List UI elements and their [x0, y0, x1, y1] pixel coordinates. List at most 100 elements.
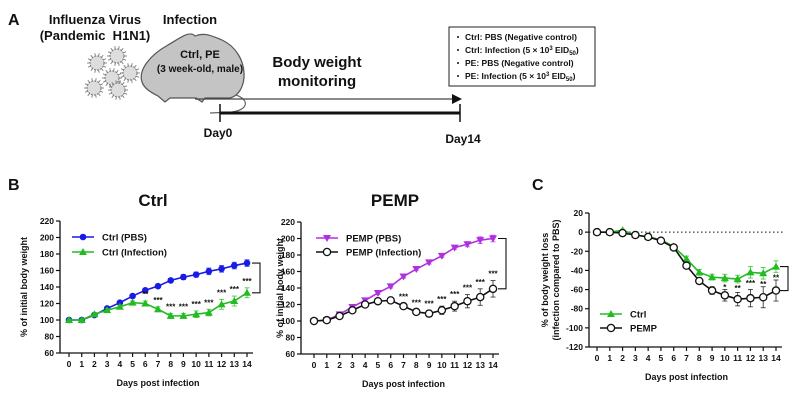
group-legend-box: [448, 26, 596, 87]
data-point: [243, 288, 251, 296]
data-point: [437, 252, 446, 260]
x-tick-label: 8: [168, 359, 173, 369]
data-point: [129, 292, 136, 300]
x-tick-label: 7: [684, 353, 689, 363]
y-tick-label: 180: [40, 249, 54, 259]
group-item-text: Ctrl: Infection (5 × 10: [465, 45, 550, 55]
x-tick-label: 10: [191, 359, 201, 369]
data-point: [103, 306, 112, 314]
group-item-mid: EID: [549, 71, 566, 81]
data-point: [115, 302, 124, 310]
panel-a: A Influenza Virus (Pandemic H1N1) Infect…: [8, 12, 596, 146]
virus-title-line-1: Influenza Virus: [49, 12, 141, 27]
x-axis-label: Days post infection: [645, 372, 728, 382]
y-tick-label: 100: [281, 316, 295, 326]
data-point: [360, 300, 370, 309]
x-tick-label: 7: [156, 359, 161, 369]
legend-marker-icon: [323, 235, 331, 242]
significance-marker: ***: [412, 298, 422, 307]
x-tick-label: 11: [204, 359, 213, 369]
significance-marker: ***: [204, 298, 214, 307]
data-point: [746, 268, 755, 276]
data-point: [322, 315, 332, 325]
data-point: [695, 276, 704, 286]
significance-marker: ***: [488, 270, 498, 279]
x-tick-label: 3: [105, 359, 110, 369]
data-point: [450, 244, 459, 252]
x-tick-label: 0: [595, 353, 600, 363]
data-point: [733, 294, 742, 304]
monitoring-label-line-1: Body weight: [272, 54, 361, 71]
data-point: [243, 259, 251, 267]
y-tick-label: -120: [566, 342, 583, 352]
significance-bracket: [252, 262, 261, 294]
data-point: [746, 293, 755, 303]
data-point: [154, 305, 162, 313]
legend-label: Ctrl (PBS): [102, 233, 147, 244]
y-tick-label: 80: [286, 333, 296, 343]
x-tick-label: 6: [143, 359, 148, 369]
group-item-mid: EID: [553, 45, 570, 55]
virus-body: [104, 70, 120, 86]
y-tick-label: 80: [45, 332, 55, 342]
significance-marker: ***: [217, 288, 227, 297]
y-tick-label: 0: [578, 227, 583, 237]
x-tick-label: 5: [376, 360, 381, 370]
data-point: [707, 286, 717, 295]
x-tick-label: 13: [230, 359, 240, 369]
significance-marker: ***: [746, 279, 756, 288]
x-tick-label: 4: [646, 353, 651, 363]
x-tick-label: 11: [733, 353, 742, 363]
data-point: [348, 306, 357, 315]
data-point: [682, 254, 691, 262]
x-tick-label: 8: [414, 360, 419, 370]
virus-particle: [84, 78, 104, 98]
y-tick-label: 60: [45, 348, 55, 358]
virus-particle: [107, 46, 127, 66]
x-tick-label: 5: [130, 359, 135, 369]
panel-label-c: C: [532, 177, 544, 194]
group-item: PE: PBS (Negative control): [465, 58, 574, 68]
series-pemp: [592, 227, 781, 309]
data-point: [412, 266, 421, 274]
data-point: [425, 259, 434, 267]
series-pemp-infection: [309, 280, 498, 326]
y-tick-label: 140: [40, 282, 54, 292]
group-item-sub: 50: [569, 51, 576, 57]
data-point: [643, 232, 653, 242]
x-tick-label: 7: [401, 360, 406, 370]
data-point: [450, 301, 459, 311]
data-point: [399, 301, 408, 311]
bullet-icon: [457, 36, 459, 38]
x-tick-label: 1: [607, 353, 612, 363]
significance-marker: **: [760, 280, 767, 289]
data-point: [759, 269, 768, 277]
significance-marker: ***: [153, 296, 163, 305]
y-tick-label: 180: [281, 250, 295, 260]
y-tick-label: 100: [40, 315, 54, 325]
panel-label-a: A: [8, 12, 20, 29]
data-point: [205, 268, 213, 275]
legend-label: PEMP (Infection): [346, 248, 421, 259]
x-tick-label: 4: [363, 360, 368, 370]
data-point: [669, 243, 678, 252]
y-tick-label: 120: [40, 299, 54, 309]
virus-particle: [120, 63, 140, 83]
virus-body: [110, 82, 126, 98]
x-tick-label: 9: [427, 360, 432, 370]
significance-marker: ***: [424, 299, 434, 308]
significance-bracket: [498, 237, 507, 290]
x-tick-label: 14: [242, 359, 252, 369]
y-tick-label: -80: [571, 304, 584, 314]
bullet-icon: [457, 75, 459, 77]
x-tick-label: 6: [671, 353, 676, 363]
mouse-icon: [140, 33, 245, 103]
significance-marker: **: [773, 273, 780, 282]
data-point: [77, 316, 86, 323]
virus-body: [109, 48, 125, 64]
y-tick-label: 20: [574, 208, 584, 218]
data-point: [373, 289, 382, 297]
legend-label: PEMP (PBS): [346, 234, 401, 245]
